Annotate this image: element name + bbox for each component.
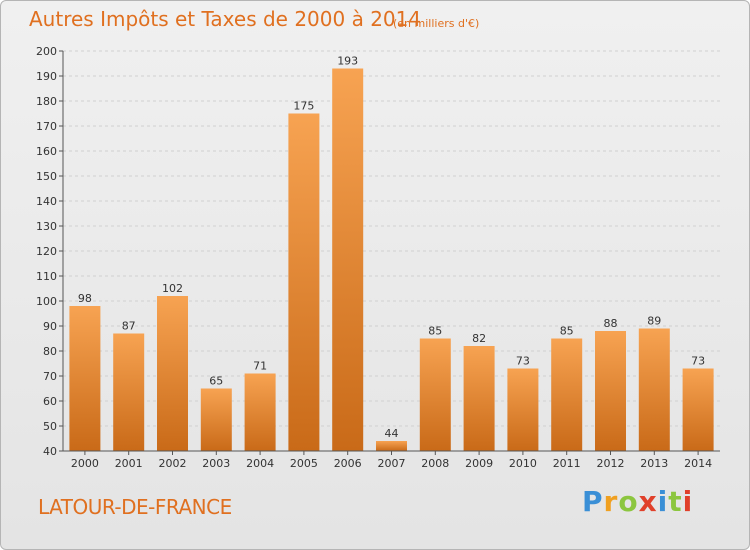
y-tick-label: 170 <box>36 120 57 133</box>
chart-title: Autres Impôts et Taxes de 2000 à 2014 <box>29 7 422 31</box>
bar <box>113 333 145 451</box>
y-tick-label: 40 <box>43 445 57 458</box>
logo-letter: x <box>638 485 658 518</box>
bar <box>69 306 101 451</box>
bar <box>638 328 670 451</box>
data-label: 89 <box>647 315 661 328</box>
data-label: 71 <box>253 360 267 373</box>
bar <box>682 368 714 451</box>
x-tick-label: 2000 <box>71 457 99 470</box>
x-tick-label: 2011 <box>553 457 581 470</box>
data-label: 102 <box>162 282 183 295</box>
data-label: 175 <box>293 100 314 113</box>
y-tick-label: 160 <box>36 145 57 158</box>
y-tick-label: 190 <box>36 70 57 83</box>
logo-letter: P <box>582 485 604 518</box>
bars <box>69 68 714 451</box>
bar <box>244 373 276 451</box>
data-label: 73 <box>516 355 530 368</box>
x-tick-label: 2010 <box>509 457 537 470</box>
y-tick-label: 130 <box>36 220 57 233</box>
y-tick-label: 140 <box>36 195 57 208</box>
bar <box>595 331 626 451</box>
x-tick-label: 2012 <box>597 457 625 470</box>
y-tick-label: 100 <box>36 295 57 308</box>
y-tick-label: 90 <box>43 320 57 333</box>
logo-letter: o <box>618 485 639 518</box>
data-label: 85 <box>560 325 574 338</box>
logo-letter: r <box>603 485 619 518</box>
data-label: 87 <box>122 320 136 333</box>
x-tick-label: 2008 <box>421 457 449 470</box>
bar <box>332 68 364 451</box>
y-tick-label: 50 <box>43 420 57 433</box>
x-tick-label: 2004 <box>246 457 274 470</box>
data-label: 98 <box>78 292 92 305</box>
labels: 40 50 60 70 80 90 100 110 120 130 140 150 160 170 180 1… <box>36 45 712 470</box>
logo-letter: i <box>657 485 669 518</box>
bar <box>200 388 232 451</box>
commune-name: LATOUR-DE-FRANCE <box>38 495 232 519</box>
x-tick-label: 2001 <box>115 457 143 470</box>
proxiti-logo: Proxiti <box>582 485 693 518</box>
data-label: 44 <box>385 427 399 440</box>
data-label: 82 <box>472 332 486 345</box>
data-label: 88 <box>604 317 618 330</box>
bar <box>288 113 320 451</box>
y-tick-label: 110 <box>36 270 57 283</box>
bar <box>157 296 188 451</box>
y-tick-label: 80 <box>43 345 57 358</box>
data-label: 85 <box>428 325 442 338</box>
x-tick-label: 2005 <box>290 457 318 470</box>
data-label: 65 <box>209 375 223 388</box>
x-tick-label: 2006 <box>334 457 362 470</box>
x-tick-label: 2003 <box>202 457 230 470</box>
y-tick-label: 120 <box>36 245 57 258</box>
y-tick-label: 70 <box>43 370 57 383</box>
y-tick-label: 180 <box>36 95 57 108</box>
bar <box>551 338 583 451</box>
y-tick-label: 200 <box>36 45 57 58</box>
logo-letter: i <box>682 485 694 518</box>
bar <box>463 346 495 451</box>
bar <box>376 441 407 451</box>
x-tick-label: 2014 <box>684 457 712 470</box>
y-tick-label: 60 <box>43 395 57 408</box>
data-label: 193 <box>337 55 358 68</box>
logo-letter: t <box>668 485 683 518</box>
chart-subtitle: (en milliers d'€) <box>393 17 480 30</box>
bar <box>419 338 451 451</box>
x-tick-label: 2013 <box>640 457 668 470</box>
x-tick-label: 2002 <box>159 457 187 470</box>
bar <box>507 368 539 451</box>
data-label: 73 <box>691 355 705 368</box>
axes <box>59 50 720 455</box>
y-tick-label: 150 <box>36 170 57 183</box>
x-tick-label: 2007 <box>378 457 406 470</box>
x-tick-label: 2009 <box>465 457 493 470</box>
